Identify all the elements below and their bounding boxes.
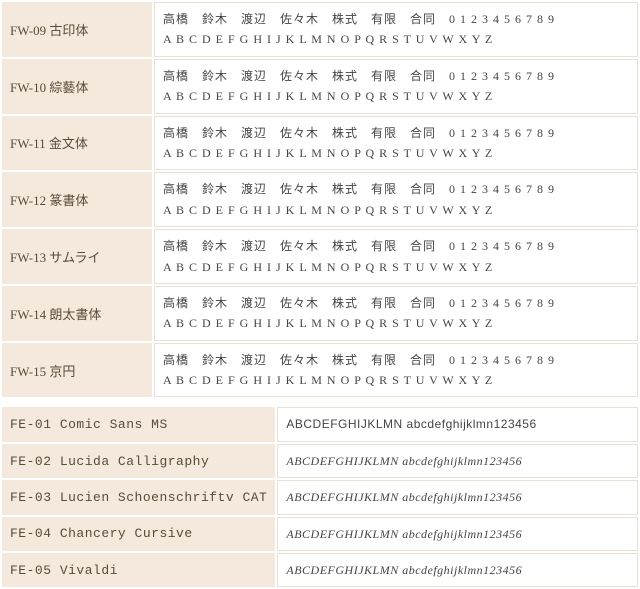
font-sample: ABCDEFGHIJKLMN abcdefghijklmn123456: [277, 553, 638, 587]
font-label: FE-01 Comic Sans MS: [2, 407, 275, 441]
en-font-row: FE-02 Lucida CalligraphyABCDEFGHIJKLMN a…: [2, 444, 638, 478]
font-sample: 高橋 鈴木 渡辺 佐々木 株式 有限 合同 0 1 2 3 4 5 6 7 8 …: [154, 116, 638, 171]
sample-line2: A B C D E F G H I J K L M N O P Q R S T …: [163, 143, 629, 163]
font-code: FW-15: [10, 364, 46, 379]
font-sample: ABCDEFGHIJKLMN abcdefghijklmn123456: [277, 517, 638, 551]
font-name: Comic Sans MS: [60, 417, 168, 432]
jp-font-row: FW-11 金文体高橋 鈴木 渡辺 佐々木 株式 有限 合同 0 1 2 3 4…: [2, 116, 638, 171]
font-name: Lucien Schoenschriftv CAT: [60, 490, 268, 505]
jp-font-row: FW-13 サムライ高橋 鈴木 渡辺 佐々木 株式 有限 合同 0 1 2 3 …: [2, 229, 638, 284]
font-sample: 高橋 鈴木 渡辺 佐々木 株式 有限 合同 0 1 2 3 4 5 6 7 8 …: [154, 172, 638, 227]
sample-line2: A B C D E F G H I J K L M N O P Q R S T …: [163, 370, 629, 390]
en-font-row: FE-01 Comic Sans MSABCDEFGHIJKLMN abcdef…: [2, 407, 638, 441]
font-code: FE-03: [10, 490, 52, 505]
sample-line1: 高橋 鈴木 渡辺 佐々木 株式 有限 合同 0 1 2 3 4 5 6 7 8 …: [163, 179, 629, 199]
jp-font-row: FW-09 古印体高橋 鈴木 渡辺 佐々木 株式 有限 合同 0 1 2 3 4…: [2, 2, 638, 57]
font-code: FW-11: [10, 136, 46, 151]
en-font-row: FE-04 Chancery CursiveABCDEFGHIJKLMN abc…: [2, 517, 638, 551]
en-font-row: FE-03 Lucien Schoenschriftv CATABCDEFGHI…: [2, 480, 638, 514]
font-code: FE-01: [10, 417, 52, 432]
font-name: 京円: [49, 364, 75, 379]
font-code: FW-14: [10, 307, 46, 322]
sample-line2: A B C D E F G H I J K L M N O P Q R S T …: [163, 86, 629, 106]
font-sample: 高橋 鈴木 渡辺 佐々木 株式 有限 合同 0 1 2 3 4 5 6 7 8 …: [154, 2, 638, 57]
font-label: FW-13 サムライ: [2, 229, 152, 284]
en-font-row: FE-05 VivaldiABCDEFGHIJKLMN abcdefghijkl…: [2, 553, 638, 587]
font-label: FW-10 綜藝体: [2, 59, 152, 114]
jp-font-row: FW-12 篆書体高橋 鈴木 渡辺 佐々木 株式 有限 合同 0 1 2 3 4…: [2, 172, 638, 227]
font-name: 古印体: [49, 23, 88, 38]
font-label: FE-04 Chancery Cursive: [2, 517, 275, 551]
jp-font-table: FW-09 古印体高橋 鈴木 渡辺 佐々木 株式 有限 合同 0 1 2 3 4…: [0, 0, 640, 399]
sample-line1: 高橋 鈴木 渡辺 佐々木 株式 有限 合同 0 1 2 3 4 5 6 7 8 …: [163, 293, 629, 313]
font-name: 綜藝体: [49, 80, 88, 95]
font-label: FW-09 古印体: [2, 2, 152, 57]
font-label: FW-14 朗太書体: [2, 286, 152, 341]
font-code: FW-12: [10, 193, 46, 208]
font-label: FW-11 金文体: [2, 116, 152, 171]
font-sample: 高橋 鈴木 渡辺 佐々木 株式 有限 合同 0 1 2 3 4 5 6 7 8 …: [154, 286, 638, 341]
sample-line2: A B C D E F G H I J K L M N O P Q R S T …: [163, 313, 629, 333]
font-label: FW-15 京円: [2, 343, 152, 398]
font-label: FW-12 篆書体: [2, 172, 152, 227]
sample-line1: 高橋 鈴木 渡辺 佐々木 株式 有限 合同 0 1 2 3 4 5 6 7 8 …: [163, 350, 629, 370]
font-sample: ABCDEFGHIJKLMN abcdefghijklmn123456: [277, 480, 638, 514]
font-label: FE-03 Lucien Schoenschriftv CAT: [2, 480, 275, 514]
sample-line2: A B C D E F G H I J K L M N O P Q R S T …: [163, 200, 629, 220]
sample-line1: 高橋 鈴木 渡辺 佐々木 株式 有限 合同 0 1 2 3 4 5 6 7 8 …: [163, 66, 629, 86]
sample-line1: 高橋 鈴木 渡辺 佐々木 株式 有限 合同 0 1 2 3 4 5 6 7 8 …: [163, 123, 629, 143]
font-code: FE-04: [10, 526, 52, 541]
font-code: FW-09: [10, 23, 46, 38]
jp-font-row: FW-10 綜藝体高橋 鈴木 渡辺 佐々木 株式 有限 合同 0 1 2 3 4…: [2, 59, 638, 114]
font-name: 金文体: [49, 136, 88, 151]
font-code: FE-05: [10, 563, 52, 578]
sample-line2: A B C D E F G H I J K L M N O P Q R S T …: [163, 29, 629, 49]
font-code: FW-13: [10, 250, 46, 265]
font-name: 朗太書体: [49, 307, 101, 322]
font-sample: 高橋 鈴木 渡辺 佐々木 株式 有限 合同 0 1 2 3 4 5 6 7 8 …: [154, 229, 638, 284]
font-sample: 高橋 鈴木 渡辺 佐々木 株式 有限 合同 0 1 2 3 4 5 6 7 8 …: [154, 343, 638, 398]
font-sample: 高橋 鈴木 渡辺 佐々木 株式 有限 合同 0 1 2 3 4 5 6 7 8 …: [154, 59, 638, 114]
font-sample: ABCDEFGHIJKLMN abcdefghijklmn123456: [277, 444, 638, 478]
en-font-table: FE-01 Comic Sans MSABCDEFGHIJKLMN abcdef…: [0, 405, 640, 589]
jp-font-row: FW-15 京円高橋 鈴木 渡辺 佐々木 株式 有限 合同 0 1 2 3 4 …: [2, 343, 638, 398]
sample-line2: A B C D E F G H I J K L M N O P Q R S T …: [163, 257, 629, 277]
font-sample: ABCDEFGHIJKLMN abcdefghijklmn123456: [277, 407, 638, 441]
font-name: Chancery Cursive: [60, 526, 193, 541]
font-name: Lucida Calligraphy: [60, 454, 209, 469]
font-name: サムライ: [49, 250, 100, 265]
sample-line1: 高橋 鈴木 渡辺 佐々木 株式 有限 合同 0 1 2 3 4 5 6 7 8 …: [163, 9, 629, 29]
sample-line1: 高橋 鈴木 渡辺 佐々木 株式 有限 合同 0 1 2 3 4 5 6 7 8 …: [163, 236, 629, 256]
font-name: Vivaldi: [60, 563, 118, 578]
font-name: 篆書体: [49, 193, 88, 208]
font-code: FE-02: [10, 454, 52, 469]
font-code: FW-10: [10, 80, 46, 95]
font-label: FE-02 Lucida Calligraphy: [2, 444, 275, 478]
jp-font-row: FW-14 朗太書体高橋 鈴木 渡辺 佐々木 株式 有限 合同 0 1 2 3 …: [2, 286, 638, 341]
font-label: FE-05 Vivaldi: [2, 553, 275, 587]
